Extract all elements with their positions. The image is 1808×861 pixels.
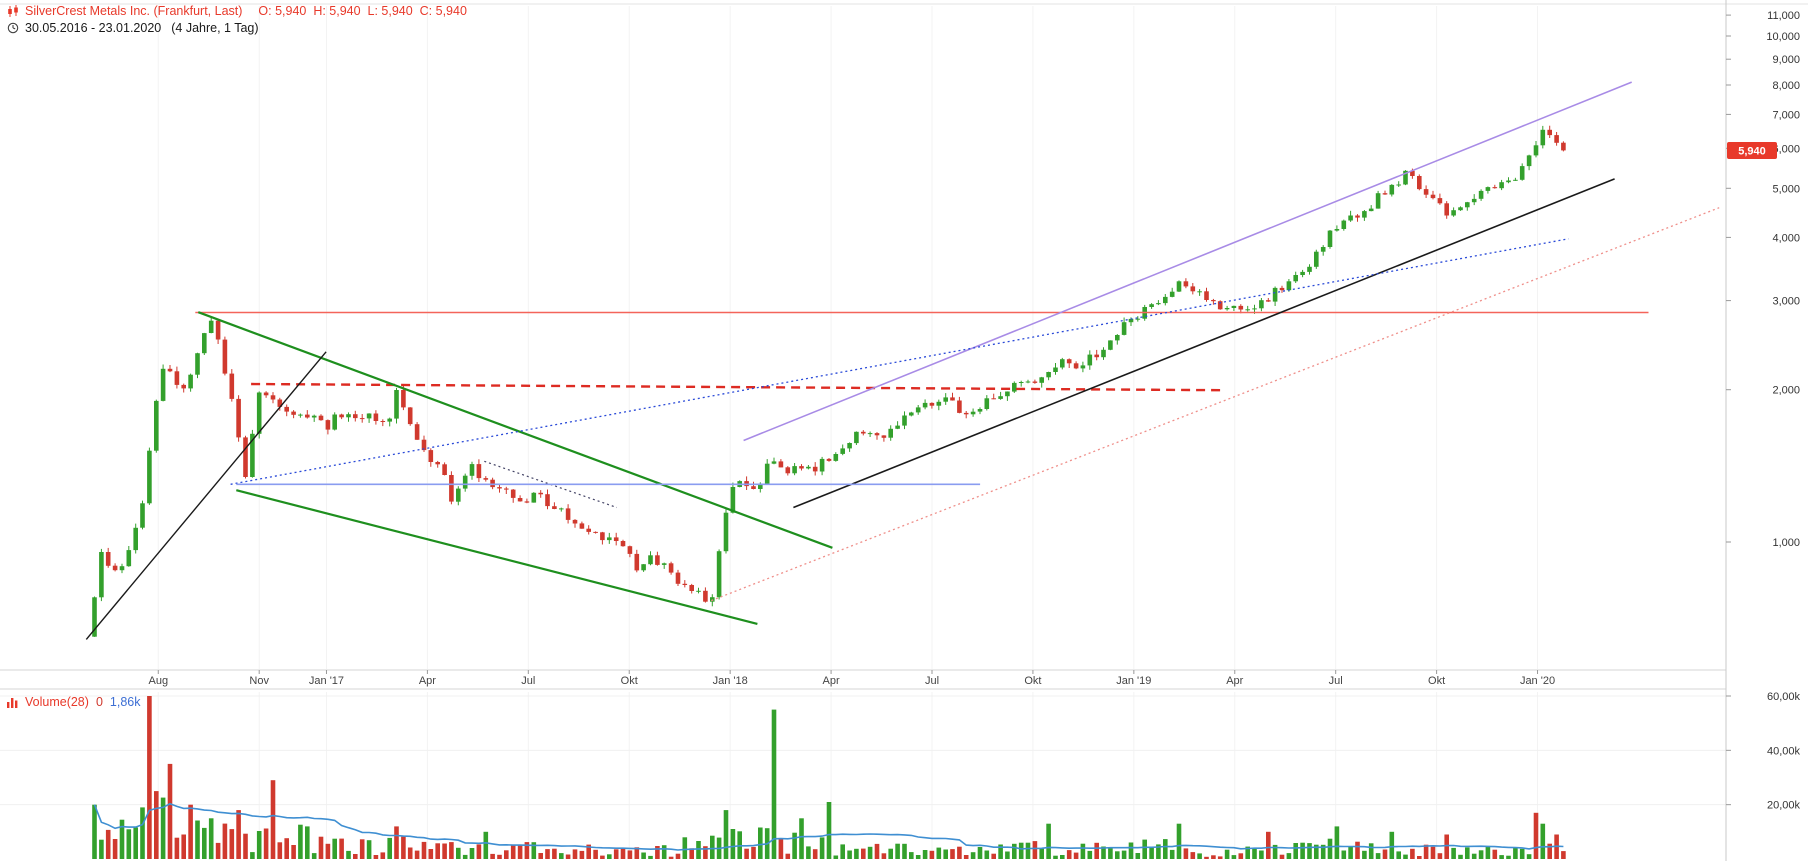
volume-indicator-label[interactable]: Volume(28) bbox=[25, 695, 89, 709]
candlestick-icon bbox=[7, 4, 19, 18]
date-range: 30.05.2016 - 23.01.2020 bbox=[25, 21, 162, 35]
trend-line-red-dashed-level bbox=[251, 382, 1222, 392]
svg-text:Okt: Okt bbox=[1024, 675, 1041, 687]
svg-text:Okt: Okt bbox=[1428, 675, 1445, 687]
trend-line-black-trend-2016 bbox=[85, 351, 327, 640]
volume-axis: 60,00k 40,00k 20,00k bbox=[1726, 691, 1800, 812]
svg-text:Apr: Apr bbox=[823, 675, 840, 687]
volume-ma-value: 1,86k bbox=[109, 695, 141, 709]
svg-text:40,00k: 40,00k bbox=[1767, 745, 1801, 757]
trend-line-green-triangle-upper bbox=[197, 311, 833, 549]
svg-text:11,000: 11,000 bbox=[1767, 10, 1800, 22]
svg-text:Jan '17: Jan '17 bbox=[309, 675, 344, 687]
trend-line-blue-dotted-long bbox=[230, 238, 1569, 485]
svg-text:6,000: 6,000 bbox=[1772, 143, 1800, 155]
svg-text:2,000: 2,000 bbox=[1772, 385, 1800, 397]
svg-text:3,000: 3,000 bbox=[1772, 296, 1800, 308]
svg-text:9,000: 9,000 bbox=[1772, 54, 1800, 66]
svg-text:1,000: 1,000 bbox=[1772, 537, 1800, 549]
svg-text:10,000: 10,000 bbox=[1766, 31, 1800, 43]
last-price-badge: 5,940 bbox=[1727, 142, 1777, 159]
svg-text:20,00k: 20,00k bbox=[1767, 800, 1801, 812]
svg-text:Okt: Okt bbox=[621, 675, 638, 687]
ohlc-values: O: 5,940 H: 5,940 L: 5,940 C: 5,940 bbox=[258, 4, 467, 18]
price-axis[interactable]: 11,000 10,000 9,000 8,000 7,000 6,000 5,000 4,0… bbox=[1726, 10, 1800, 549]
instrument-header: SilverCrest Metals Inc. (Frankfurt, Last… bbox=[7, 4, 467, 18]
svg-text:Jan '19: Jan '19 bbox=[1116, 675, 1151, 687]
bar-chart-icon bbox=[7, 697, 18, 708]
instrument-title[interactable]: SilverCrest Metals Inc. (Frankfurt, Last… bbox=[25, 4, 243, 18]
svg-text:Jul: Jul bbox=[521, 675, 535, 687]
svg-text:Nov: Nov bbox=[249, 675, 269, 687]
date-range-row: 30.05.2016 - 23.01.2020 (4 Jahre, 1 Tag) bbox=[7, 21, 259, 35]
svg-text:Apr: Apr bbox=[419, 675, 436, 687]
volume-current-value: 0 bbox=[95, 695, 103, 709]
svg-text:Apr: Apr bbox=[1226, 675, 1243, 687]
svg-text:7,000: 7,000 bbox=[1772, 109, 1800, 121]
svg-text:Jan '18: Jan '18 bbox=[713, 675, 748, 687]
trend-line-purple-channel-line bbox=[743, 81, 1632, 442]
svg-text:4,000: 4,000 bbox=[1772, 232, 1800, 244]
clock-icon bbox=[7, 22, 19, 34]
gridlines bbox=[0, 6, 1726, 859]
svg-text:Jul: Jul bbox=[925, 675, 939, 687]
trend-lines[interactable] bbox=[85, 81, 1720, 640]
trend-line-green-triangle-lower bbox=[236, 489, 758, 625]
volume-ma-line bbox=[93, 802, 1564, 851]
candlestick-series bbox=[92, 125, 1566, 637]
time-axis[interactable]: Aug Nov Jan '17 Apr Jul Okt Jan '18 Apr Jul Okt Ja… bbox=[148, 670, 1555, 687]
svg-text:Jan '20: Jan '20 bbox=[1520, 675, 1555, 687]
svg-text:8,000: 8,000 bbox=[1772, 80, 1800, 92]
svg-text:Jul: Jul bbox=[1329, 675, 1343, 687]
volume-header: Volume(28) 0 1,86k bbox=[7, 695, 140, 709]
volume-bars bbox=[92, 696, 1566, 860]
trend-line-black-trend-long bbox=[793, 178, 1615, 509]
svg-text:Aug: Aug bbox=[148, 675, 168, 687]
svg-text:60,00k: 60,00k bbox=[1767, 691, 1801, 703]
trend-line-red-dotted-support bbox=[711, 207, 1720, 602]
svg-text:5,940: 5,940 bbox=[1738, 146, 1766, 158]
date-period: (4 Jahre, 1 Tag) bbox=[171, 21, 259, 35]
svg-text:5,000: 5,000 bbox=[1772, 183, 1800, 195]
